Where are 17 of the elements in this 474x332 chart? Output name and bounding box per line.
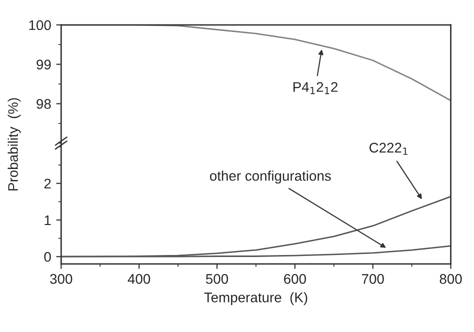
- y-tick-label: 98: [36, 99, 51, 109]
- x-tick-label: 400: [128, 274, 150, 284]
- x-tick-label: 300: [50, 274, 72, 284]
- annotation: P4$_{1}$2$_{1}$2: [293, 82, 338, 94]
- annotation: other configurations: [210, 170, 331, 184]
- y-tick-label: 100: [29, 20, 51, 30]
- y-tick-label: 0: [44, 252, 51, 262]
- y-tick-label: 1: [44, 215, 51, 226]
- y-tick-label: 99: [36, 60, 51, 70]
- x-axis-title: Temperature (K): [204, 292, 308, 306]
- x-tick-label: 800: [440, 274, 462, 284]
- x-tick-label: 600: [284, 274, 306, 284]
- x-tick-label: 700: [362, 274, 384, 284]
- x-tick-label: 500: [206, 274, 228, 284]
- y-tick-label: 2: [44, 178, 51, 188]
- y-axis-title: Probability (%): [8, 98, 21, 190]
- annotation: C222$_{1}$: [369, 142, 408, 155]
